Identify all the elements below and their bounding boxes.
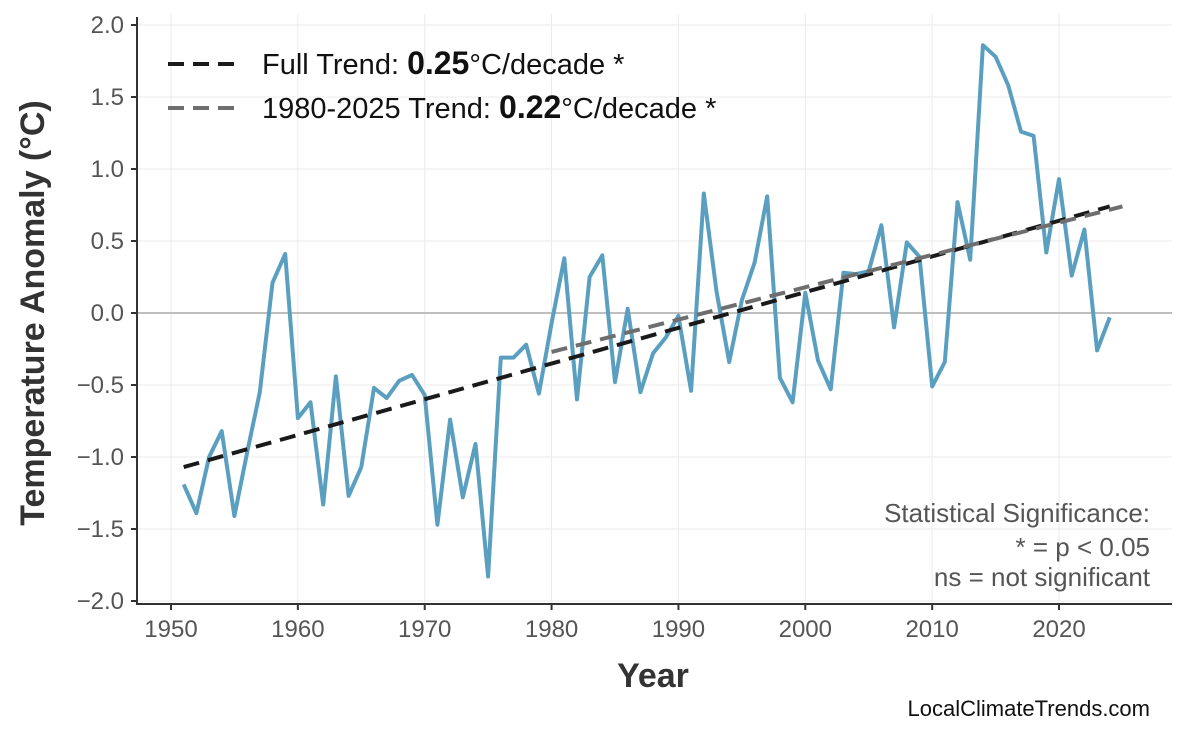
- y-tick-label: −1.5: [77, 516, 124, 543]
- y-tick-label: 0.0: [91, 300, 124, 327]
- x-tick-label: 1980: [525, 616, 578, 643]
- legend-text-part: °C/decade *: [469, 49, 624, 81]
- x-tick-label: 1990: [652, 616, 705, 643]
- legend-label-1: 1980-2025 Trend: 0.22°C/decade *: [262, 89, 716, 125]
- x-axis-label: Year: [617, 657, 689, 695]
- y-tick-label: −2.0: [77, 588, 124, 615]
- annotation-line-1: Statistical Significance:: [884, 498, 1150, 528]
- legend-text-part: Full Trend:: [262, 49, 407, 81]
- y-tick-label: 1.5: [91, 84, 124, 111]
- legend-label-0: Full Trend: 0.25°C/decade *: [262, 45, 624, 81]
- legend-text-part: °C/decade *: [561, 93, 716, 125]
- y-tick-label: −0.5: [77, 372, 124, 399]
- x-tick-label: 2000: [779, 616, 832, 643]
- x-tick-label: 2010: [905, 616, 958, 643]
- x-tick-label: 1950: [144, 616, 197, 643]
- x-tick-label: 1970: [398, 616, 451, 643]
- x-tick-label: 2020: [1032, 616, 1085, 643]
- annotation-line-3: ns = not significant: [934, 562, 1151, 592]
- annotation-line-2: * = p < 0.05: [1016, 532, 1150, 562]
- x-tick-label: 1960: [271, 616, 324, 643]
- watermark: LocalClimateTrends.com: [908, 696, 1151, 721]
- y-axis-label: Temperature Anomaly (°C): [14, 100, 52, 525]
- y-tick-label: −1.0: [77, 444, 124, 471]
- legend-text-part: 0.22: [499, 89, 561, 125]
- legend-text-part: 0.25: [407, 45, 469, 81]
- y-tick-label: 1.0: [91, 156, 124, 183]
- trend-lines: [184, 206, 1123, 467]
- y-tick-label: 0.5: [91, 228, 124, 255]
- legend-text-part: 1980-2025 Trend:: [262, 93, 499, 125]
- y-tick-label: 2.0: [91, 12, 124, 39]
- legend: Full Trend: 0.25°C/decade *1980-2025 Tre…: [168, 45, 716, 125]
